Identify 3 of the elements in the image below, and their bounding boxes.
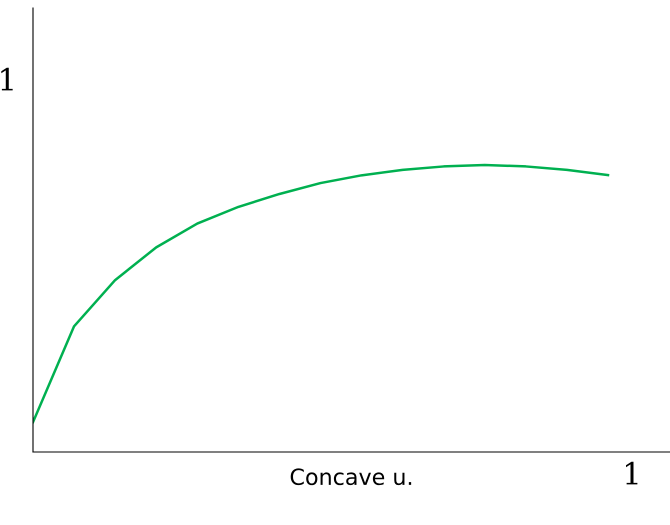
text: 1	[1, 68, 13, 90]
text: 1	[626, 462, 638, 484]
x-axis-title: Concave u.	[290, 468, 412, 486]
